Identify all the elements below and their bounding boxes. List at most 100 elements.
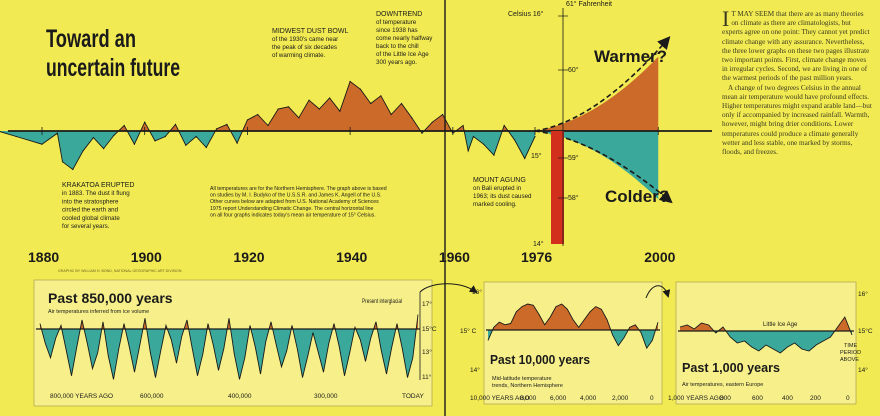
ann-dust-line: of the 1930's came near [272,36,338,43]
main-data-point [185,144,187,146]
main-data-point [205,146,207,149]
ann-krakatoa-line: circled the earth and [62,207,119,214]
panel-tick-label: 1,000 YEARS AGO [668,395,724,402]
essay-paragraph-2: A change of two degrees Celsius in the a… [722,83,872,157]
panel-tick-label: 16° [472,288,482,296]
main-data-point [534,135,536,138]
essay-dropcap: I [722,6,730,31]
f60-tick: 60° [568,66,579,74]
ann-downtrend-line: of the Little Ice Age [376,51,429,58]
essay-text: I T MAY SEEM that there are as many theo… [722,6,872,157]
main-data-point [277,108,279,110]
main-data-point [513,139,516,141]
red-temperature-bar [551,131,564,244]
main-data-point [380,95,382,97]
main-data-point [339,110,341,112]
main-data-point [41,143,43,145]
ann-agung-line: 1963; its dust caused [473,193,532,200]
panel-tick-label: 6,000 [550,395,567,402]
panel1-cold-area [40,329,418,380]
warmer-projection-fan [535,56,659,131]
x-tick-label: 1920 [233,249,264,265]
main-data-point [483,143,485,145]
panel3-subtitle: Air temperatures, eastern Europe [682,382,763,388]
c14-tick: 14° [533,240,544,248]
x-tick-label: 1880 [28,249,59,265]
main-data-point [308,99,310,101]
main-curve [0,80,536,171]
main-chart: 1880 1900 1920 1940 1960 1976 2000 [0,8,712,265]
panel1-curve [39,314,419,380]
panel3-little-ice-age: Little Ice Age [763,322,798,328]
panel-tick-label: 13° [422,348,432,356]
panel-tick-label: 400,000 [228,393,252,400]
panel-tick-label: 17° [422,300,432,308]
panel2-subtitle-2: trends, Northern Hemisphere [492,383,563,389]
main-cold-area [0,131,535,170]
main-data-point [226,123,228,125]
main-data-point [390,113,392,116]
main-data-point [236,142,238,144]
main-data-point [370,102,372,105]
f58-tick: 58° [568,194,579,202]
main-data-point [431,121,433,123]
panel-tick-label: 15°C [858,327,873,335]
main-data-point [72,168,74,171]
panel3-curve [679,316,853,354]
main-data-point [15,135,17,138]
panel-tick-label: 600,000 [140,393,164,400]
panel-tick-label: 0 [846,395,850,402]
colder-arrow [534,130,673,204]
x-tick-label: 1960 [439,249,470,265]
ann-method-line: 1975 report Understanding Climatic Chang… [210,206,374,212]
c15-tick: 15° [531,152,542,160]
ann-downtrend-line: 300 years ago. [376,59,417,66]
ann-method-line: Other curves below are adapted from U.S.… [210,199,379,205]
panel-850000-years: Past 850,000 years Air temperatures infe… [33,279,437,407]
colder-label: Colder? [605,187,669,206]
main-data-point [493,154,495,156]
main-data-point [318,108,320,110]
main-data-point [56,132,59,134]
main-data-point [174,123,177,125]
main-data-point [257,113,259,116]
ann-downtrend-line: of temperature [376,19,417,26]
main-data-point [400,102,403,105]
celsius-label: Celsius 16° [508,10,544,18]
panel-tick-label: 300,000 [314,393,338,400]
ann-krakatoa-line: cooled global climate [62,215,120,222]
ann-downtrend-line: come nearly halfway [376,35,433,42]
panel2-warm-area [488,304,658,330]
x-tick-label: 1976 [521,249,552,265]
ann-dust-line: of warming climate. [272,52,326,59]
colder-projection-fan [535,131,659,200]
credit-line: GRAPHIC BY WILLIAM H. BOND, NATIONAL GEO… [58,269,182,273]
ann-method-line: on all four graphs indicates today's mea… [210,212,376,218]
ann-downtrend-line: back to the chill [376,43,419,50]
panel-tick-label: TODAY [402,393,424,400]
panel-tick-label: 4,000 [580,395,597,402]
panel-tick-label: 15°C [422,325,437,333]
main-data-point [421,132,423,134]
panel-tick-label: 200 [810,395,821,402]
main-data-point [467,150,469,152]
main-data-point [462,124,464,127]
panel-tick-label: 0 [650,395,654,402]
main-data-point [92,137,94,139]
main-data-point [61,161,64,163]
svg-text:PERIOD: PERIOD [840,350,861,356]
chart-title-line1: Toward an [46,25,136,53]
panel-tick-label: 14° [858,366,868,374]
ann-krakatoa-line: in 1883. The dust it flung [62,190,130,197]
panel-tick-label: 2,000 [612,395,629,402]
main-data-point [472,135,474,138]
x-tick-label: 1940 [336,249,367,265]
warmer-arrow [534,36,671,132]
main-data-point [524,157,526,160]
panel-1000-years: Past 1,000 years Air temperatures, easte… [668,281,873,405]
ann-agung-line: on Bali erupted in [473,185,522,192]
main-data-point [103,148,105,150]
